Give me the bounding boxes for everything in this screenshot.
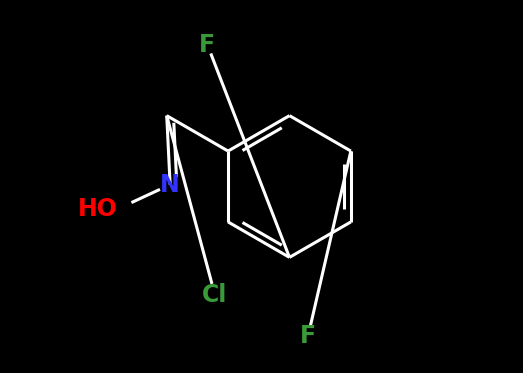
Text: F: F bbox=[300, 324, 316, 348]
Text: HO: HO bbox=[78, 197, 118, 221]
Text: F: F bbox=[199, 33, 215, 57]
Text: N: N bbox=[160, 173, 180, 197]
Text: Cl: Cl bbox=[202, 283, 228, 307]
